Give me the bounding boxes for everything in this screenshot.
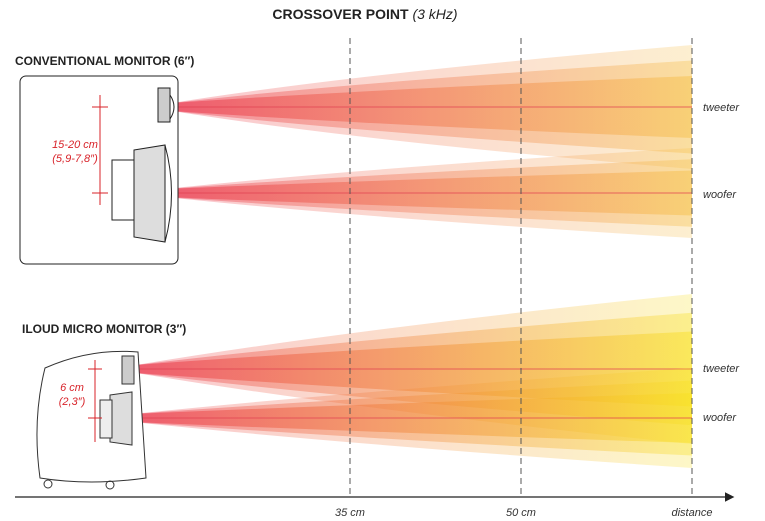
dimension [88, 360, 102, 442]
axis-label: 50 cm [506, 507, 536, 519]
spacing-label: 6 cm [60, 382, 84, 394]
dimension [92, 95, 108, 205]
axis-label: 35 cm [335, 507, 365, 519]
beam-label: woofer [703, 189, 737, 201]
conventional-monitor [19, 75, 179, 265]
title-detail: (3 kHz) [412, 6, 457, 22]
beam-label: woofer [703, 412, 737, 424]
panel-label: CONVENTIONAL MONITOR (6″) [15, 54, 194, 68]
panel-label: ILOUD MICRO MONITOR (3″) [22, 322, 186, 336]
title-main: CROSSOVER POINT [272, 6, 409, 22]
beams [132, 45, 692, 468]
title: CROSSOVER POINT (3 kHz) [272, 6, 457, 22]
spacing-label: 15-20 cm [52, 139, 98, 151]
iloud-monitor [36, 350, 147, 490]
beam-label: tweeter [703, 102, 740, 114]
distance-guides [349, 38, 693, 497]
axis-label: distance [672, 507, 713, 519]
spacing-label: (5,9-7,8″) [52, 153, 98, 165]
spacing-label: (2,3″) [59, 396, 86, 408]
beam-label: tweeter [703, 363, 740, 375]
